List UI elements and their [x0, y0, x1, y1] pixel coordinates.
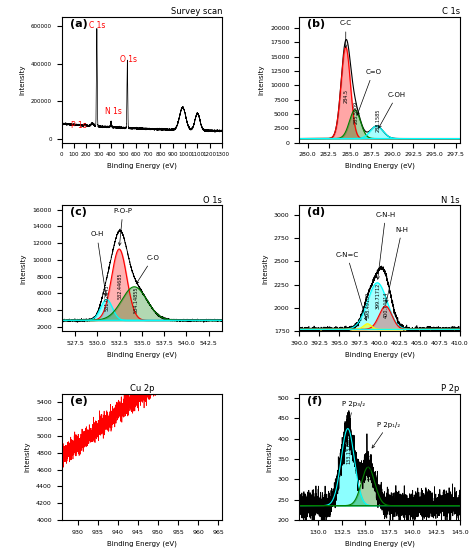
Text: P 2p₁/₂: P 2p₁/₂ [372, 421, 400, 448]
Text: O 1s: O 1s [203, 196, 222, 205]
Text: 135.29008: 135.29008 [367, 454, 372, 480]
Text: (f): (f) [307, 396, 322, 406]
Text: N 1s: N 1s [441, 196, 460, 205]
X-axis label: Binding Energy (eV): Binding Energy (eV) [107, 163, 177, 169]
Text: (a): (a) [70, 19, 87, 29]
Text: O-H: O-H [90, 231, 107, 296]
Text: 284.5: 284.5 [344, 88, 349, 102]
Text: N-H: N-H [385, 226, 409, 302]
Text: 285.5909: 285.5909 [354, 101, 359, 124]
Y-axis label: Intensity: Intensity [262, 253, 268, 283]
Text: P 1s: P 1s [72, 121, 87, 130]
Text: 531.02543: 531.02543 [105, 285, 110, 311]
Text: 398.49189: 398.49189 [366, 292, 371, 318]
Title: Cu 2p: Cu 2p [130, 385, 154, 394]
Y-axis label: Intensity: Intensity [19, 64, 25, 95]
Text: (c): (c) [70, 207, 87, 217]
Text: 400.74414: 400.74414 [384, 292, 389, 318]
Text: P 2p₃/₂: P 2p₃/₂ [342, 401, 365, 425]
X-axis label: Binding Energy (eV): Binding Energy (eV) [345, 163, 414, 169]
Text: C=O: C=O [357, 69, 381, 115]
Text: N 1s: N 1s [105, 107, 122, 116]
Text: C-N-H: C-N-H [375, 212, 396, 280]
Text: P 2p: P 2p [441, 385, 460, 394]
Text: P-O-P: P-O-P [113, 208, 132, 245]
Text: O 1s: O 1s [119, 55, 137, 64]
Text: (b): (b) [307, 19, 325, 29]
Text: 133.13.6909: 133.13.6909 [346, 433, 351, 464]
Text: C 1s: C 1s [442, 7, 460, 16]
Text: C-O: C-O [136, 255, 159, 284]
Text: 534.14855: 534.14855 [133, 286, 138, 313]
Text: (e): (e) [70, 396, 87, 406]
X-axis label: Binding Energy (eV): Binding Energy (eV) [107, 352, 177, 358]
X-axis label: Binding Energy (eV): Binding Energy (eV) [345, 540, 414, 547]
Text: 532.44685: 532.44685 [118, 272, 123, 299]
Text: C-N=C: C-N=C [336, 252, 367, 320]
X-axis label: Binding Energy (eV): Binding Energy (eV) [345, 352, 414, 358]
Y-axis label: Intensity: Intensity [258, 64, 264, 95]
Text: C-OH: C-OH [379, 92, 406, 128]
Text: Survey scan: Survey scan [171, 7, 222, 16]
X-axis label: Binding Energy (eV): Binding Energy (eV) [107, 540, 177, 547]
Y-axis label: Intensity: Intensity [21, 253, 27, 283]
Text: (d): (d) [307, 207, 325, 217]
Text: 399.71712: 399.71712 [376, 283, 381, 309]
Text: 288.1585: 288.1585 [375, 109, 380, 132]
Y-axis label: Intensity: Intensity [266, 442, 272, 472]
Text: C 1s: C 1s [89, 21, 105, 30]
Y-axis label: Intensity: Intensity [25, 442, 31, 472]
Text: C-C: C-C [340, 20, 352, 48]
